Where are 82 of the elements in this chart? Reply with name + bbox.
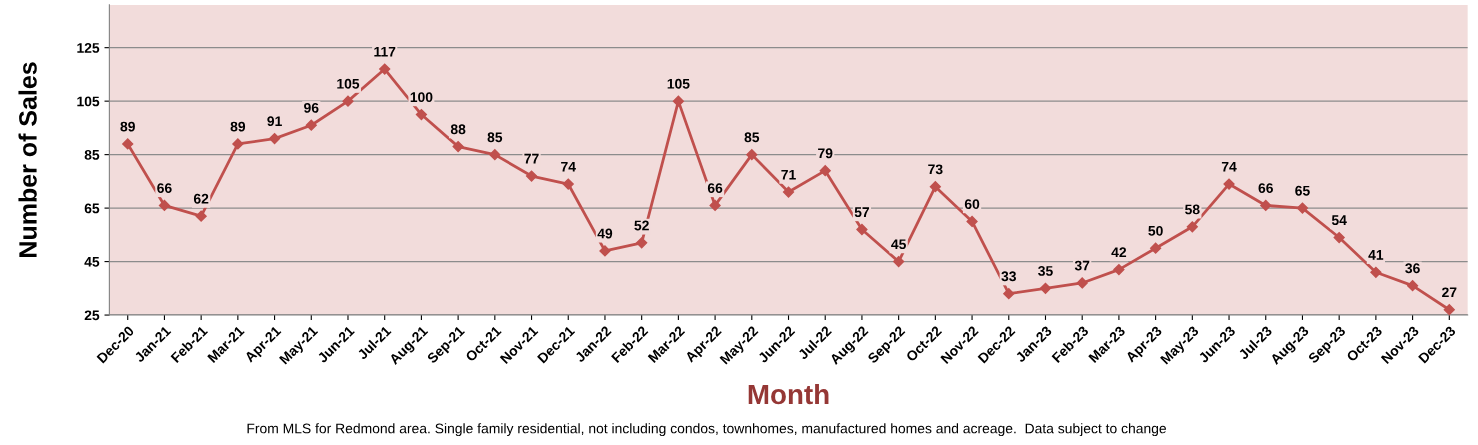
point <box>1296 202 1309 214</box>
point <box>415 108 428 121</box>
data-label: 41 <box>1368 250 1384 260</box>
y-tick-label: 125 <box>77 43 100 53</box>
point <box>525 170 538 182</box>
point <box>268 132 281 145</box>
data-label: 77 <box>524 153 539 164</box>
point <box>672 95 684 107</box>
data-label: 45 <box>891 239 906 250</box>
point <box>1406 280 1419 292</box>
point <box>746 149 758 161</box>
data-label: 88 <box>450 124 466 135</box>
point <box>1113 263 1125 276</box>
y-tick-label: 25 <box>84 310 100 321</box>
point <box>195 210 207 222</box>
y-tick-label: 105 <box>77 96 100 107</box>
data-label: 33 <box>1001 271 1016 282</box>
point <box>929 181 941 193</box>
point <box>452 141 464 153</box>
data-label: 66 <box>1258 183 1273 193</box>
y-axis-title: Number of Sales <box>18 62 37 257</box>
point <box>489 149 501 161</box>
data-label: 42 <box>1111 247 1127 257</box>
point <box>1260 199 1272 212</box>
data-label: 79 <box>818 148 833 159</box>
data-label: 74 <box>561 161 576 172</box>
data-label: 35 <box>1038 266 1053 276</box>
data-label: 100 <box>410 92 433 103</box>
data-label: 66 <box>707 183 723 193</box>
data-label: 66 <box>157 183 172 193</box>
point <box>1370 266 1382 278</box>
data-label: 85 <box>744 132 760 143</box>
point <box>1076 277 1088 289</box>
point <box>856 223 868 236</box>
data-label: 27 <box>1442 287 1457 298</box>
data-label: 73 <box>928 164 943 175</box>
text: From MLS for Redmond area. Single family residential, not including condos, townhomes, manufactured homes and acreage. Data subject to change <box>247 423 1167 437</box>
point <box>158 199 171 212</box>
data-label: 36 <box>1405 263 1420 274</box>
point <box>893 255 905 268</box>
point <box>819 165 831 177</box>
data-label: 60 <box>964 199 980 210</box>
point <box>782 186 795 198</box>
data-label: 96 <box>304 102 319 113</box>
point <box>305 119 317 131</box>
data-label: 105 <box>667 78 690 89</box>
data-label: 89 <box>230 121 246 132</box>
point <box>379 63 391 75</box>
y-tick-label: 45 <box>84 257 100 267</box>
data-label: 71 <box>781 169 796 180</box>
y-tick-label: 85 <box>84 149 100 160</box>
point <box>1333 231 1345 244</box>
data-label: 57 <box>854 207 870 218</box>
data-label: 54 <box>1331 215 1347 226</box>
point <box>232 138 244 150</box>
data-label: 91 <box>267 116 282 127</box>
point <box>966 215 978 228</box>
point <box>122 138 134 150</box>
data-label: 58 <box>1185 204 1200 215</box>
data-label: 52 <box>634 220 649 231</box>
y-tick-label: 65 <box>84 203 100 214</box>
data-label: 89 <box>120 121 135 132</box>
data-label: 50 <box>1148 225 1163 236</box>
data-label: 117 <box>374 46 396 57</box>
data-label: 105 <box>337 78 360 89</box>
data-label: 49 <box>597 228 613 239</box>
point <box>562 178 574 190</box>
data-label: 74 <box>1221 161 1237 172</box>
x-axis-title: Month <box>748 383 829 405</box>
point <box>1150 242 1162 254</box>
data-label: 65 <box>1295 185 1310 196</box>
data-label: 85 <box>487 132 503 143</box>
point <box>1039 282 1052 294</box>
point <box>709 199 721 212</box>
data-label: 37 <box>1074 260 1090 271</box>
point <box>636 237 648 249</box>
data-label: 62 <box>193 193 209 204</box>
point <box>1186 221 1198 233</box>
point <box>599 245 611 257</box>
point <box>1443 304 1455 316</box>
point <box>342 95 354 107</box>
point <box>1003 288 1015 300</box>
